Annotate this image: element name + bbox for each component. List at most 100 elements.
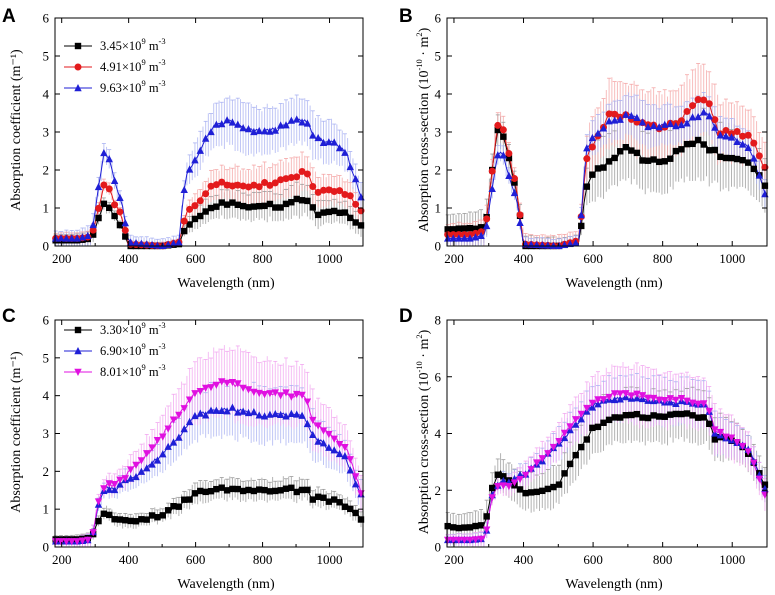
panel-a-series-1-point [105, 185, 113, 193]
panel-b-y-tick-label: 0 [435, 239, 442, 254]
panel-a-series-2-point [169, 239, 178, 247]
panel-a-legend: 3.45×109 m-3 4.91×109 m-3 9.63×109 m-3 [64, 36, 166, 95]
panel-c-series-0-point [116, 516, 124, 523]
panel-b-series-2-point [616, 115, 624, 123]
panel-c-series-1-point [137, 467, 146, 475]
panel-b-series-2-point [610, 116, 619, 124]
panel-c-x-tick-label: 800 [253, 552, 273, 567]
panel-c-series-0-point [352, 509, 359, 517]
panel-b-series-1-point [483, 215, 491, 223]
panel-b-x-tick-label: 200 [444, 251, 464, 266]
panel-a-series-2-point [282, 121, 290, 129]
panel-c-series-1-point [132, 472, 140, 481]
panel-a-series-0-point [293, 195, 300, 203]
panel-c-series-2-point [78, 537, 87, 545]
panel-a-series-2-point [73, 234, 81, 242]
panel-d-series-2-point [588, 399, 597, 407]
panel-a-series-1-point [298, 167, 306, 175]
panel-c-series-0-point [218, 484, 225, 491]
panel-b-series-0-point [628, 147, 635, 154]
panel-b-series-2-point [588, 133, 597, 142]
panel-a-series-1-point [111, 201, 119, 209]
panel-a-series-1-point [266, 181, 274, 189]
panel-b-series-2-point [666, 119, 675, 128]
panel-b-series-1-point [689, 102, 697, 110]
panel-b-series-0-point [633, 149, 641, 157]
panel-b-series-2-point [477, 231, 485, 239]
panel-b-y-label-sup: -10 [414, 59, 424, 70]
panel-a-series-2-point [319, 138, 328, 147]
panel-d-x-tick-label: 800 [653, 552, 673, 567]
panel-c-series-1-point [185, 417, 194, 426]
panel-d-series-2-point [505, 483, 513, 491]
panel-b-series-0-point [761, 182, 769, 189]
panel-c-series-2-point [207, 384, 215, 392]
panel-a-series-1-point [341, 190, 349, 198]
panel-d-series-2-point [622, 390, 630, 398]
panel-d-series-2-point [672, 396, 680, 404]
panel-a-series-2-point [234, 120, 242, 128]
panel-b-series-0-point [589, 171, 596, 178]
panel-b-y-label-mid: · m [417, 37, 432, 60]
panel-b-series-2-point [605, 117, 613, 125]
panel-b-series-0-point [717, 153, 724, 161]
panel-c-series-1-point [287, 409, 296, 417]
panel-c-series-0-point [282, 485, 290, 492]
panel-c: C 200 400 600 800 1000 0 1 2 3 4 5 6 Wavelength (nm… [2, 306, 365, 592]
panel-d-series-0-point [639, 414, 646, 421]
panel-b-series-1-point [488, 167, 496, 175]
panel-a-series-1-point [218, 178, 226, 186]
panel-b-series-2-point [583, 144, 591, 152]
panel-b-series-2-point [538, 241, 547, 249]
panel-a-series-2-point [250, 127, 258, 136]
panel-b-series-1-point [510, 175, 518, 183]
panel-c-series-2-point [68, 538, 76, 546]
panel-b-series-2-point [683, 119, 691, 127]
panel-b-series-2-point [449, 234, 457, 242]
panel-b-series-0-point [600, 164, 607, 171]
panel-d-series-0-point [516, 486, 524, 493]
panel-a-series-1-point [271, 179, 279, 187]
panel-c-series-2-point [341, 444, 349, 452]
panel-b-series-2-point [571, 238, 580, 247]
panel-c-series-0-point [331, 496, 338, 503]
panel-a-series-2-point [68, 234, 76, 242]
panel-d-series-1-point [571, 420, 580, 428]
panel-b-y-label-sup2: 2 [414, 32, 424, 36]
panel-a-y-tick-label: 4 [43, 87, 50, 102]
panel-a-y-axis-label: Absorption coefficient (m⁻¹) [9, 49, 24, 211]
panel-b-series-2-point [549, 241, 558, 249]
panel-d-y-label-sup: -10 [414, 361, 424, 372]
panel-a-series-1-point [277, 176, 285, 184]
panel-a-series-2-point [132, 239, 140, 247]
panel-d-series-2-point [677, 395, 686, 403]
panel-c-series-1-point [180, 424, 188, 433]
panel-a-series-1-point [239, 182, 247, 190]
panel-d-series-2-point [716, 428, 725, 437]
panel-c-series-0-point [181, 496, 188, 503]
panel-b-series-0-point [745, 159, 752, 166]
panel-b-series-2-point [466, 234, 474, 242]
panel-a-series-2-point [218, 120, 226, 128]
panel-b-series-1-point [694, 96, 702, 104]
panel-a-series-2-point [121, 218, 130, 227]
panel-a-series-1-point [255, 183, 263, 191]
panel-a-series-0-point [309, 204, 316, 211]
panel-c-series-0-point [170, 503, 177, 510]
panel-c-series-0-point [347, 505, 354, 513]
panel-d-series-0-point [489, 484, 496, 492]
panel-d-series-0-point [500, 473, 507, 480]
panel-a-series-1-point [95, 204, 103, 212]
panel-c-series-2-point [57, 538, 65, 546]
panel-c-y-tick-label: 0 [43, 540, 50, 555]
panel-a-series-1-point [191, 202, 199, 210]
panel-d-series-2-point [605, 393, 613, 402]
panel-c-series-2-point [201, 384, 210, 392]
panel-c-series-0-point [261, 486, 268, 494]
panel-c-series-2-point [185, 396, 194, 404]
panel-d-x-tick-label: 400 [514, 552, 534, 567]
panel-d-series-0-point [644, 414, 652, 422]
panel-a-series-0-point [213, 203, 220, 210]
panel-a-series-0-point [202, 208, 209, 215]
panel-d-series-0-point [700, 414, 707, 421]
